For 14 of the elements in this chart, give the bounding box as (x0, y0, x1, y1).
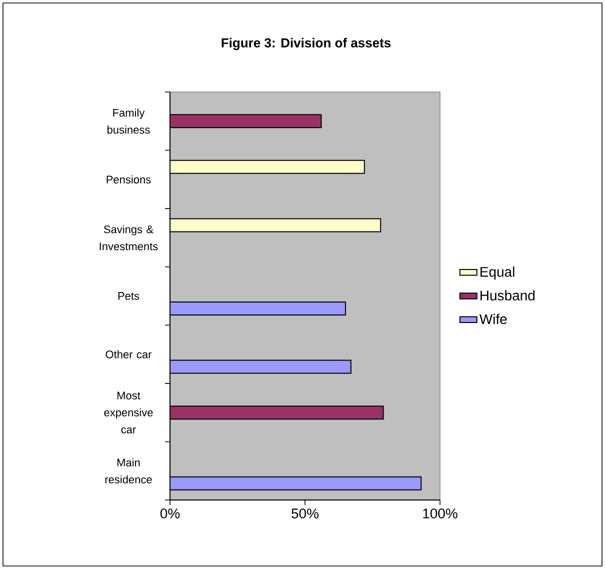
legend-label: Equal (480, 266, 514, 280)
x-tick-label: 100% (423, 508, 458, 518)
y-tick-label: Savings & Investments (100, 225, 158, 250)
y-tick-label: Pensions (106, 175, 151, 184)
y-tick-label: Family business (107, 108, 150, 134)
y-tick-label: Pets (118, 292, 140, 300)
y-tick-label: Most expensive car (104, 392, 153, 434)
x-tick-label: 50% (292, 508, 319, 518)
legend-label: Husband (480, 290, 535, 300)
x-tick-label: 0% (160, 508, 180, 518)
y-tick-label: Other car (106, 350, 152, 358)
legend-label: Wife (479, 314, 507, 324)
chart-title: Figure 3: Division of assets (222, 38, 391, 50)
y-tick-label: Main residence (105, 458, 152, 484)
